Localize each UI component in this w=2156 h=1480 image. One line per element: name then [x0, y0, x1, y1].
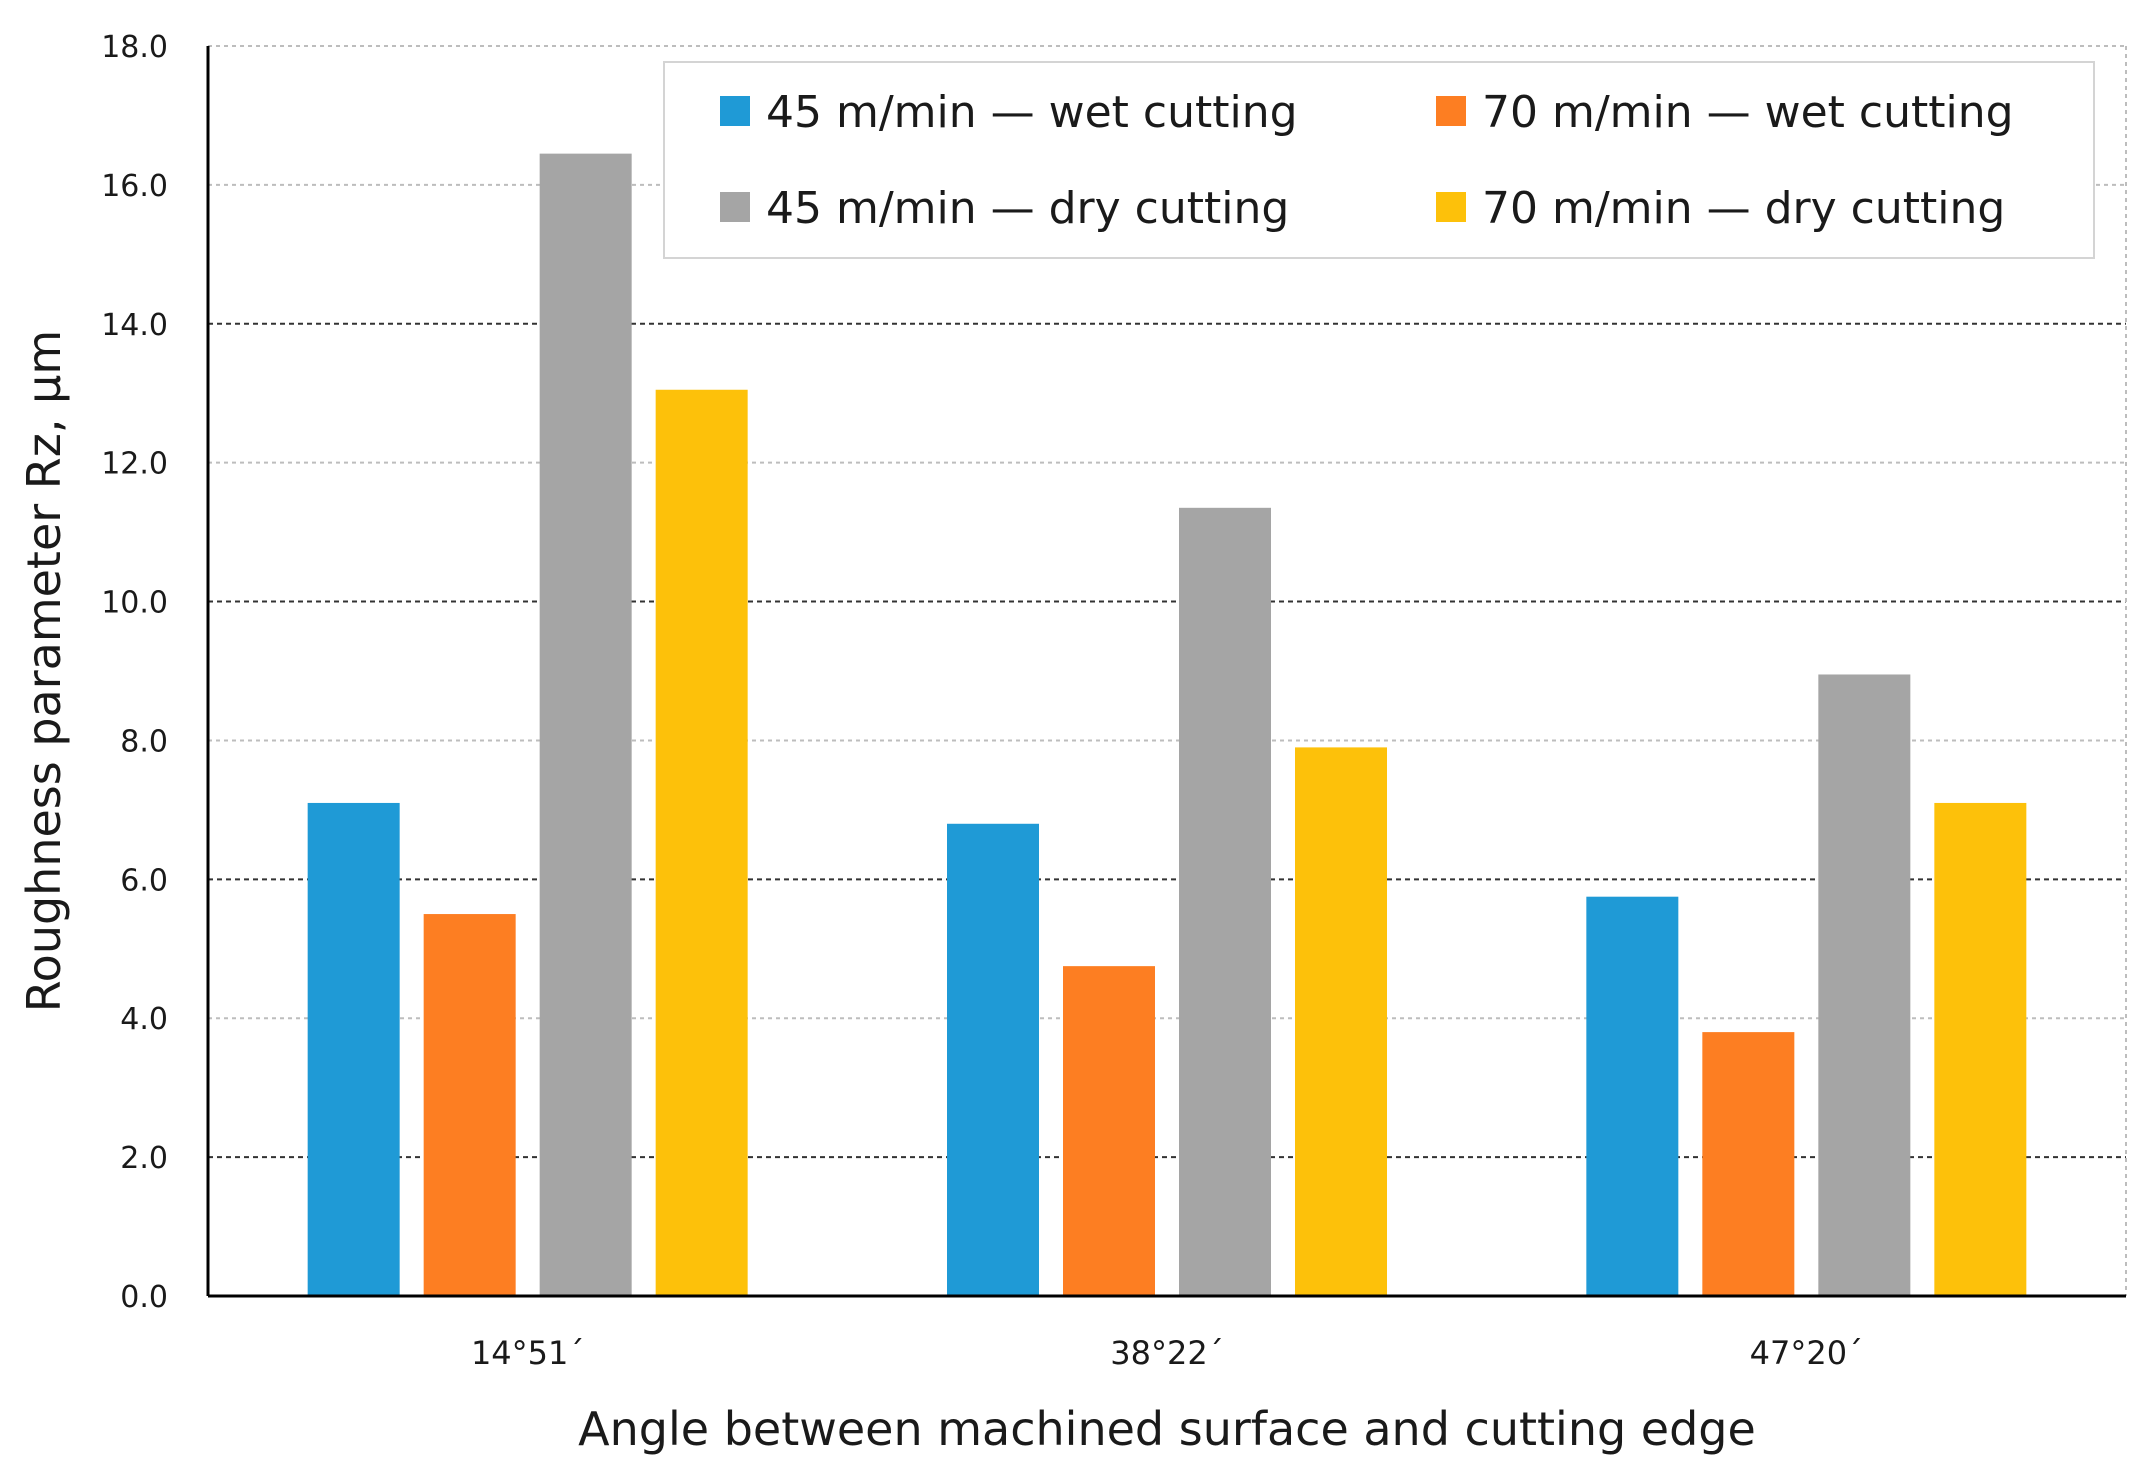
x-category-label: 47°20´ — [1750, 1334, 1863, 1372]
bar — [1586, 896, 1679, 1296]
legend-swatch — [720, 192, 750, 222]
y-axis-title: Roughness parameter Rz, µm — [17, 330, 71, 1012]
bar — [1179, 507, 1271, 1296]
bar — [423, 914, 516, 1296]
legend-swatch — [1436, 192, 1466, 222]
bar — [1063, 966, 1155, 1296]
bar — [947, 823, 1039, 1296]
legend-label: 70 m/min — dry cutting — [1482, 183, 2005, 234]
y-tick-label: 4.0 — [120, 1002, 168, 1037]
y-tick-label: 10.0 — [101, 586, 168, 621]
y-tick-label: 8.0 — [120, 724, 168, 759]
y-tick-label: 14.0 — [101, 308, 168, 343]
y-tick-label: 6.0 — [120, 863, 168, 898]
bar — [1702, 1032, 1795, 1296]
bar — [655, 389, 748, 1296]
legend-label: 70 m/min — wet cutting — [1482, 87, 2014, 138]
bar — [1295, 747, 1387, 1296]
y-tick-label: 0.0 — [120, 1280, 168, 1315]
bars — [307, 153, 2027, 1296]
bar — [307, 802, 400, 1296]
y-tick-label: 18.0 — [101, 30, 168, 65]
bar — [1818, 674, 1911, 1296]
axes — [206, 46, 2126, 1298]
gridlines — [208, 45, 2127, 1296]
legend-swatch — [1436, 96, 1466, 126]
bar — [539, 153, 632, 1296]
bar — [1934, 802, 2027, 1296]
x-category-labels: 14°51´ 38°22´ 47°20´ — [471, 1334, 1863, 1372]
x-category-label: 14°51´ — [471, 1334, 584, 1372]
x-axis-title: Angle between machined surface and cutti… — [578, 1402, 1756, 1456]
y-tick-labels: 0.0 2.0 4.0 6.0 8.0 10.0 12.0 14.0 16.0 18.0 — [101, 30, 168, 1315]
legend-label: 45 m/min — wet cutting — [766, 87, 1298, 138]
x-category-label: 38°22´ — [1110, 1334, 1223, 1372]
legend-label: 45 m/min — dry cutting — [766, 183, 1289, 234]
y-tick-label: 12.0 — [101, 447, 168, 482]
legend-swatch — [720, 96, 750, 126]
y-tick-label: 16.0 — [101, 169, 168, 204]
legend: 45 m/min — wet cutting 70 m/min — wet cut… — [663, 61, 2095, 259]
y-tick-label: 2.0 — [120, 1141, 168, 1176]
legend-box — [663, 61, 2095, 259]
